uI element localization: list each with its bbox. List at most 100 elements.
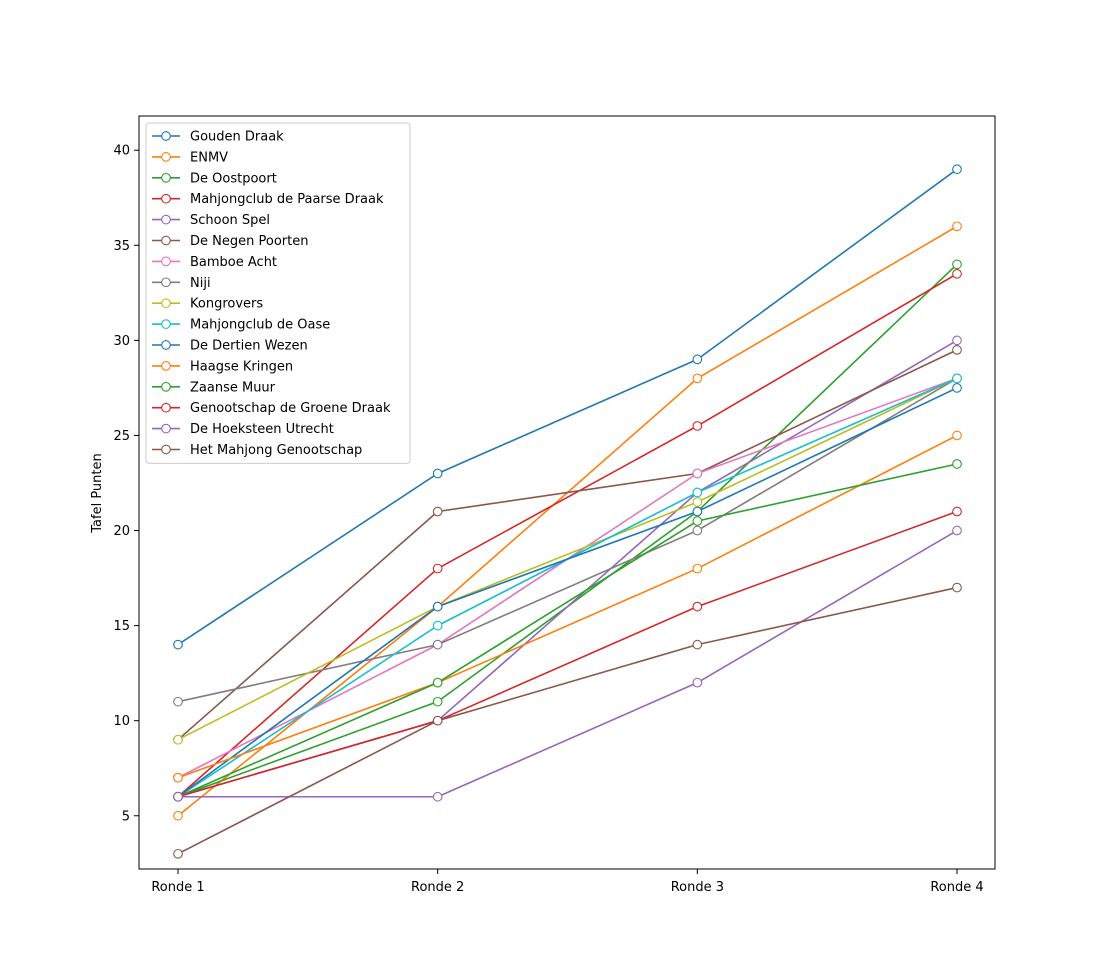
legend-label: De Negen Poorten	[190, 234, 308, 249]
plot-frame	[138, 115, 996, 870]
data-point	[692, 525, 703, 536]
y-tick-label: 35	[113, 239, 130, 254]
legend-marker	[161, 298, 171, 309]
legend-marker	[161, 402, 171, 413]
x-tick-label: Ronde 4	[930, 880, 983, 895]
data-point	[692, 563, 703, 574]
legend-marker	[161, 131, 171, 141]
y-tick-label: 15	[113, 619, 130, 634]
legend-marker	[161, 319, 171, 329]
series-line	[177, 510, 958, 798]
series-15	[173, 582, 962, 859]
series-14	[173, 525, 962, 802]
y-tick-label: 10	[113, 714, 130, 729]
legend-label: Het Mahjong Genootschap	[190, 443, 362, 458]
legend-label: Bamboe Acht	[190, 255, 277, 270]
data-point	[432, 791, 443, 802]
data-point	[692, 373, 703, 384]
legend-label: De Hoeksteen Utrecht	[190, 422, 334, 437]
data-point	[692, 516, 703, 526]
legend-label: Haagse Kringen	[190, 359, 293, 374]
data-point	[173, 848, 183, 859]
data-point	[692, 497, 703, 507]
series-line	[177, 168, 958, 646]
legend-item: De Dertien Wezen	[152, 339, 308, 354]
data-point	[692, 487, 703, 498]
series-line	[177, 349, 958, 741]
data-point	[952, 345, 962, 355]
data-point	[952, 259, 962, 270]
legend-item: Schoon Spel	[152, 213, 270, 228]
y-axis-title: Tafel Punten	[90, 453, 105, 534]
legend-item: Kongrovers	[152, 297, 263, 312]
series-line	[178, 529, 958, 798]
legend-item: Mahjongclub de Oase	[152, 318, 330, 333]
data-point	[432, 506, 443, 517]
legend-marker	[161, 381, 171, 392]
legend-item: De Oostpoort	[152, 171, 277, 186]
legend-marker	[161, 340, 171, 350]
series-line	[177, 434, 958, 779]
legend-box	[145, 122, 411, 464]
x-axis: Ronde 1 Ronde 2 Ronde 3 Ronde 4	[151, 869, 984, 895]
data-point	[952, 430, 962, 441]
legend-marker	[161, 214, 171, 225]
data-point	[173, 696, 183, 707]
legend-item: Zaanse Muur	[152, 380, 276, 395]
data-point	[692, 468, 703, 479]
data-point	[952, 221, 962, 232]
legend-label: Gouden Draak	[190, 130, 284, 145]
series-line	[177, 273, 958, 798]
legend-item: Genootschap de Groene Draak	[152, 401, 391, 416]
data-point	[952, 373, 962, 384]
data-point	[692, 421, 703, 431]
legend-item: Gouden Draak	[152, 130, 284, 145]
data-point	[173, 772, 183, 783]
y-tick-label: 30	[113, 334, 130, 349]
data-point	[952, 525, 962, 536]
data-point	[432, 468, 443, 479]
legend-marker	[161, 172, 171, 183]
y-tick-label: 20	[113, 524, 130, 539]
legend-label: Mahjongclub de Oase	[190, 318, 330, 333]
legend-marker	[161, 361, 171, 371]
x-tick-label: Ronde 1	[151, 880, 204, 895]
legend-item: Bamboe Acht	[152, 255, 277, 270]
x-tick-label: Ronde 2	[411, 880, 464, 895]
legend-marker	[161, 444, 171, 455]
legend-item: Haagse Kringen	[152, 359, 293, 374]
data-point	[692, 677, 703, 688]
legend-item: ENMV	[152, 150, 228, 165]
legend-item: Niji	[152, 276, 211, 291]
series-line	[177, 387, 958, 798]
legend-label: Zaanse Muur	[190, 380, 276, 395]
legend-item: De Hoeksteen Utrecht	[152, 422, 334, 437]
legend-marker	[161, 423, 171, 434]
x-tick-label: Ronde 3	[671, 880, 724, 895]
data-point	[432, 677, 443, 688]
legend-marker	[161, 152, 171, 162]
y-tick-label: 40	[113, 144, 130, 159]
legend-label: Kongrovers	[190, 297, 263, 312]
y-tick-label: 25	[113, 429, 130, 444]
legend-marker	[161, 193, 171, 204]
data-point	[692, 639, 703, 650]
data-point	[432, 639, 443, 650]
data-point	[173, 791, 183, 802]
legend-item: Mahjongclub de Paarse Draak	[152, 192, 384, 207]
data-point	[952, 335, 962, 346]
series-line	[177, 586, 958, 855]
data-point	[173, 810, 183, 821]
data-point	[692, 601, 703, 612]
legend-label: Mahjongclub de Paarse Draak	[190, 192, 384, 207]
series-line	[177, 377, 958, 741]
y-tick-label: 5	[122, 809, 130, 824]
series-line	[177, 463, 958, 798]
data-point	[432, 620, 443, 631]
data-point	[432, 696, 443, 707]
legend-label: Niji	[190, 276, 211, 291]
data-point	[692, 354, 703, 365]
legend-item: Het Mahjong Genootschap	[152, 443, 362, 458]
data-point	[432, 601, 443, 612]
legend-marker	[161, 235, 171, 246]
